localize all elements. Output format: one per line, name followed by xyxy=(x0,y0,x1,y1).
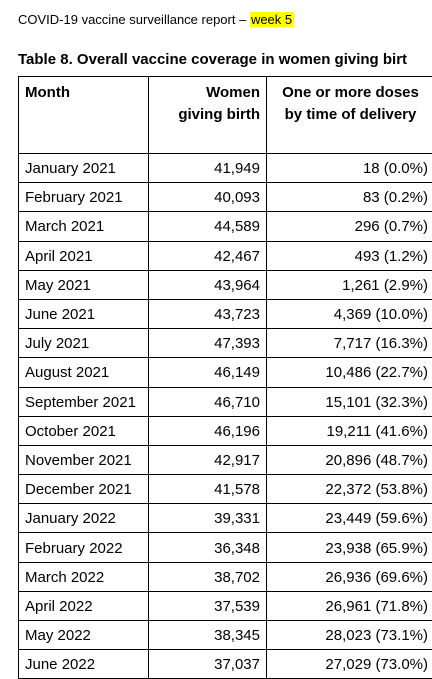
doses-cell: 26,961 (71.8%) xyxy=(267,591,432,620)
month-cell: June 2021 xyxy=(19,299,149,328)
month-cell: May 2021 xyxy=(19,270,149,299)
column-header-women-line1: Women xyxy=(206,84,260,101)
women-giving-birth-cell: 43,964 xyxy=(149,270,267,299)
doses-cell: 15,101 (32.3%) xyxy=(267,387,432,416)
month-cell: February 2022 xyxy=(19,533,149,562)
table-header: Month Women giving birth One or more dos… xyxy=(19,77,432,154)
month-cell: September 2021 xyxy=(19,387,149,416)
month-cell: May 2022 xyxy=(19,621,149,650)
doses-cell: 22,372 (53.8%) xyxy=(267,475,432,504)
women-giving-birth-cell: 39,331 xyxy=(149,504,267,533)
column-header-doses-line1: One or more doses xyxy=(282,84,419,101)
doses-cell: 10,486 (22.7%) xyxy=(267,358,432,387)
women-giving-birth-cell: 37,037 xyxy=(149,650,267,679)
coverage-table: Month Women giving birth One or more dos… xyxy=(18,76,432,679)
doses-cell: 1,261 (2.9%) xyxy=(267,270,432,299)
women-giving-birth-cell: 38,702 xyxy=(149,562,267,591)
doses-cell: 27,029 (73.0%) xyxy=(267,650,432,679)
women-giving-birth-cell: 41,578 xyxy=(149,475,267,504)
column-header-women: Women giving birth xyxy=(149,77,267,154)
women-giving-birth-cell: 46,196 xyxy=(149,416,267,445)
women-giving-birth-cell: 42,467 xyxy=(149,241,267,270)
month-cell: November 2021 xyxy=(19,445,149,474)
women-giving-birth-cell: 37,539 xyxy=(149,591,267,620)
month-cell: October 2021 xyxy=(19,416,149,445)
month-cell: August 2021 xyxy=(19,358,149,387)
doses-cell: 23,449 (59.6%) xyxy=(267,504,432,533)
women-giving-birth-cell: 38,345 xyxy=(149,621,267,650)
month-cell: April 2021 xyxy=(19,241,149,270)
month-cell: April 2022 xyxy=(19,591,149,620)
report-header: COVID-19 vaccine surveillance report – w… xyxy=(18,10,294,30)
column-header-doses: One or more doses by time of delivery xyxy=(267,77,432,154)
women-giving-birth-cell: 42,917 xyxy=(149,445,267,474)
women-giving-birth-cell: 43,723 xyxy=(149,299,267,328)
doses-cell: 7,717 (16.3%) xyxy=(267,329,432,358)
doses-cell: 20,896 (48.7%) xyxy=(267,445,432,474)
month-cell: January 2021 xyxy=(19,154,149,183)
month-cell: December 2021 xyxy=(19,475,149,504)
table-header-row: Month Women giving birth One or more dos… xyxy=(19,77,432,154)
women-giving-birth-cell: 41,949 xyxy=(149,154,267,183)
doses-cell: 83 (0.2%) xyxy=(267,183,432,212)
week-highlight: week 5 xyxy=(250,12,294,27)
month-cell: June 2022 xyxy=(19,650,149,679)
women-giving-birth-cell: 47,393 xyxy=(149,329,267,358)
doses-cell: 296 (0.7%) xyxy=(267,212,432,241)
doses-cell: 26,936 (69.6%) xyxy=(267,562,432,591)
women-giving-birth-cell: 40,093 xyxy=(149,183,267,212)
column-header-month-label: Month xyxy=(25,84,70,101)
doses-cell: 19,211 (41.6%) xyxy=(267,416,432,445)
month-cell: February 2021 xyxy=(19,183,149,212)
month-cell: March 2021 xyxy=(19,212,149,241)
women-giving-birth-cell: 44,589 xyxy=(149,212,267,241)
month-cell: July 2021 xyxy=(19,329,149,358)
month-cell: January 2022 xyxy=(19,504,149,533)
doses-cell: 23,938 (65.9%) xyxy=(267,533,432,562)
column-header-women-line2: giving birth xyxy=(178,106,260,123)
column-header-month: Month xyxy=(19,77,149,154)
doses-cell: 28,023 (73.1%) xyxy=(267,621,432,650)
women-giving-birth-cell: 46,149 xyxy=(149,358,267,387)
column-header-doses-line2: by time of delivery xyxy=(285,106,417,123)
table-title: Table 8. Overall vaccine coverage in wom… xyxy=(18,50,407,70)
doses-cell: 493 (1.2%) xyxy=(267,241,432,270)
coverage-table-container: Month Women giving birth One or more dos… xyxy=(18,76,432,679)
doses-cell: 18 (0.0%) xyxy=(267,154,432,183)
women-giving-birth-cell: 36,348 xyxy=(149,533,267,562)
month-cell: March 2022 xyxy=(19,562,149,591)
report-name: COVID-19 vaccine surveillance report – xyxy=(18,12,250,27)
doses-cell: 4,369 (10.0%) xyxy=(267,299,432,328)
women-giving-birth-cell: 46,710 xyxy=(149,387,267,416)
